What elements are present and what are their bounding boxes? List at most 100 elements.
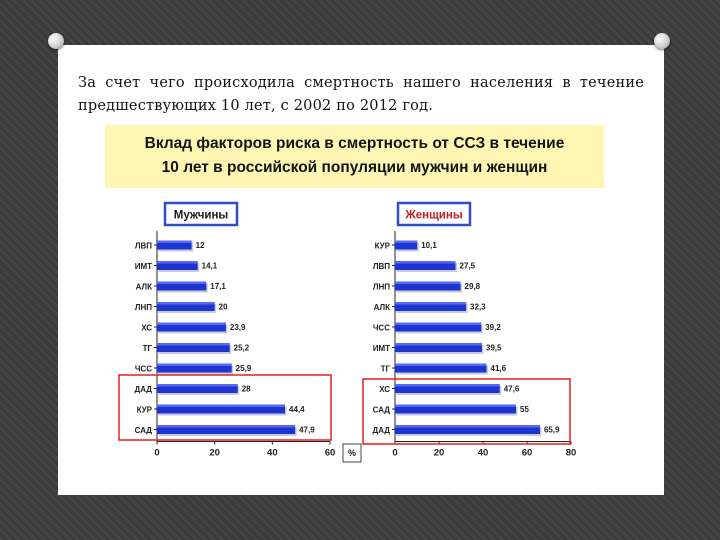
value-label: 29,8 — [465, 282, 481, 291]
category-label: ЛНП — [373, 283, 390, 292]
category-label: ЛВП — [135, 242, 152, 251]
bar-highlight — [157, 384, 238, 387]
category-label: ТГ — [381, 365, 391, 374]
value-label: 41,6 — [491, 364, 507, 373]
pushpin-icon — [654, 33, 670, 49]
value-label: 17,1 — [210, 282, 226, 291]
bar — [395, 261, 456, 270]
chart-title-line1: Вклад факторов риска в смертность от ССЗ… — [144, 135, 565, 152]
panel-label-box — [396, 201, 472, 227]
bar-highlight — [157, 302, 215, 305]
chart-area: Мужчины ЛВП 12 ИМТ 14,1 АЛК 17,1 ЛНП 20 ХС 23,9 ТГ 2… — [105, 188, 604, 473]
x-tick-label: 60 — [522, 448, 533, 459]
category-label: ДАД — [135, 385, 153, 394]
x-tick-label: 0 — [154, 448, 159, 459]
bar — [157, 404, 286, 414]
panel-label-box — [163, 201, 239, 227]
bar — [157, 302, 215, 311]
bar — [157, 343, 230, 352]
bar — [157, 384, 238, 393]
value-label: 10,1 — [421, 241, 437, 250]
bar — [395, 425, 540, 434]
category-label: ЛНП — [135, 303, 152, 312]
bar — [157, 322, 226, 332]
category-label: ЧСС — [135, 365, 152, 374]
bar-highlight — [395, 343, 482, 346]
value-label: 55 — [520, 405, 529, 414]
bar-charts: Мужчины ЛВП 12 ИМТ 14,1 АЛК 17,1 ЛНП 20 ХС 23,9 ТГ 2… — [118, 201, 577, 463]
bar-highlight — [395, 363, 487, 366]
bar-highlight — [157, 343, 230, 346]
category-label: КУР — [375, 242, 391, 251]
value-label: 47,6 — [504, 385, 520, 394]
bar-highlight — [157, 322, 226, 325]
category-label: ХС — [379, 385, 390, 394]
x-tick-label: 0 — [392, 448, 397, 459]
bar — [157, 281, 207, 291]
value-label: 28 — [242, 385, 251, 394]
category-label: АЛК — [374, 303, 390, 312]
category-label: ЛВП — [373, 262, 390, 271]
category-label: ХС — [141, 324, 152, 333]
bar-highlight — [157, 281, 207, 284]
category-label: ТГ — [143, 344, 153, 353]
bar — [395, 281, 461, 291]
bar — [395, 404, 516, 414]
bar — [395, 302, 467, 311]
bar-highlight — [157, 404, 286, 407]
category-label: КУР — [137, 406, 153, 415]
category-label: АЛК — [136, 283, 152, 292]
value-label: 39,2 — [485, 323, 501, 332]
bar-highlight — [157, 261, 198, 264]
bar — [157, 363, 232, 373]
panel-label: Женщины — [404, 210, 462, 222]
bar-highlight — [395, 302, 467, 305]
category-label: САД — [373, 406, 391, 415]
value-label: 25,9 — [236, 364, 252, 373]
value-label: 23,9 — [230, 323, 246, 332]
slide-heading: За счет чего происходила смертность наше… — [78, 75, 644, 114]
bar — [395, 363, 487, 373]
value-label: 27,5 — [460, 262, 476, 271]
bar — [157, 261, 198, 270]
category-label: САД — [135, 426, 153, 435]
value-label: 32,3 — [470, 303, 486, 312]
highlight-box — [362, 378, 571, 445]
x-tick-label: 20 — [209, 448, 220, 459]
x-tick-label: 40 — [267, 448, 278, 459]
chart-title-box: Вклад факторов риска в смертность от ССЗ… — [105, 125, 604, 188]
bar — [157, 240, 192, 250]
category-label: ЧСС — [373, 324, 390, 333]
value-label: 20 — [219, 303, 228, 312]
value-label: 25,2 — [234, 344, 250, 353]
value-label: 12 — [196, 241, 205, 250]
bar-highlight — [395, 261, 456, 264]
bar-highlight — [395, 322, 482, 325]
x-tick-label: 20 — [434, 448, 445, 459]
x-axis-unit: % — [348, 448, 356, 458]
value-label: 39,5 — [486, 344, 502, 353]
bar-highlight — [157, 425, 296, 428]
unit-box — [342, 443, 362, 463]
x-tick-label: 40 — [478, 448, 489, 459]
x-tick-label: 60 — [325, 448, 336, 459]
bar-highlight — [395, 240, 418, 243]
highlight-box — [118, 374, 332, 441]
value-label: 44,4 — [289, 405, 305, 414]
x-tick-label: 80 — [566, 448, 577, 459]
category-label: ДАД — [373, 426, 391, 435]
bar-highlight — [157, 240, 192, 243]
value-label: 14,1 — [202, 262, 218, 271]
category-label: ИМТ — [373, 344, 390, 353]
value-label: 47,9 — [299, 426, 315, 435]
pushpin-icon — [48, 33, 64, 49]
bar — [395, 240, 418, 250]
bar — [395, 322, 482, 332]
category-label: ИМТ — [135, 262, 152, 271]
bar — [395, 343, 482, 352]
bar-highlight — [395, 384, 500, 387]
bar-highlight — [395, 404, 516, 407]
chart-title-line2: 10 лет в российской популяции мужчин и ж… — [161, 159, 548, 176]
bar-highlight — [395, 425, 540, 428]
panel-label: Мужчины — [174, 210, 229, 222]
